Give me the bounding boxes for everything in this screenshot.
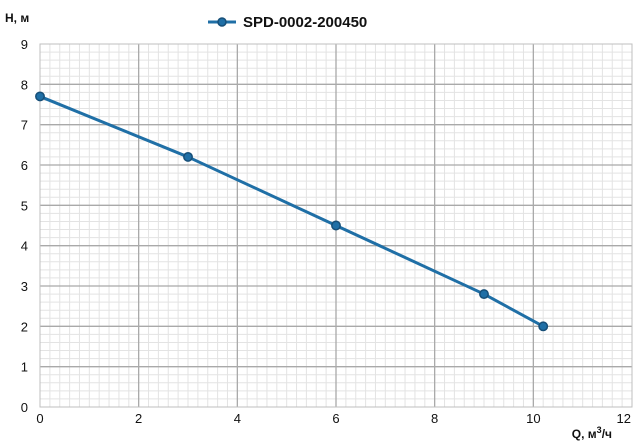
x-axis-label-superscript: 3 <box>597 425 602 435</box>
y-tick-label: 0 <box>21 400 28 415</box>
y-tick-label: 6 <box>21 158 28 173</box>
legend-label: SPD-0002-200450 <box>243 14 367 31</box>
y-tick-label: 4 <box>21 239 28 254</box>
y-tick-label: 3 <box>21 279 28 294</box>
x-tick-label: 0 <box>36 411 43 426</box>
y-axis-label: H, м <box>5 11 29 25</box>
major-grid <box>40 44 632 407</box>
x-axis-label-main: Q, м <box>572 427 597 441</box>
y-tick-label: 1 <box>21 360 28 375</box>
y-tick-label: 2 <box>21 319 28 334</box>
data-point <box>538 321 549 332</box>
x-tick-label: 6 <box>332 411 339 426</box>
y-tick-label: 9 <box>21 37 28 52</box>
legend-marker-swatch <box>217 17 227 27</box>
series-layer <box>35 91 549 332</box>
x-tick-label: 10 <box>526 411 540 426</box>
y-tick-label: 7 <box>21 118 28 133</box>
y-tick-label: 8 <box>21 77 28 92</box>
plot-frame <box>39 43 633 408</box>
x-tick-label: 4 <box>234 411 241 426</box>
x-axis-label-suffix: /ч <box>602 427 612 441</box>
data-point <box>479 289 489 300</box>
data-point <box>331 220 341 231</box>
y-tick-label: 5 <box>21 198 28 213</box>
x-axis-label: Q, м3/ч <box>572 425 612 441</box>
x-axis-ticks: 0 2 4 6 8 10 12 <box>36 411 631 426</box>
x-tick-label: 2 <box>135 411 142 426</box>
y-axis-ticks: 0 1 2 3 4 5 6 7 8 9 <box>21 37 28 415</box>
data-point <box>183 151 193 162</box>
legend: SPD-0002-200450 <box>208 14 367 31</box>
x-tick-label: 12 <box>617 411 631 426</box>
x-tick-label: 8 <box>431 411 438 426</box>
data-point <box>35 91 45 102</box>
